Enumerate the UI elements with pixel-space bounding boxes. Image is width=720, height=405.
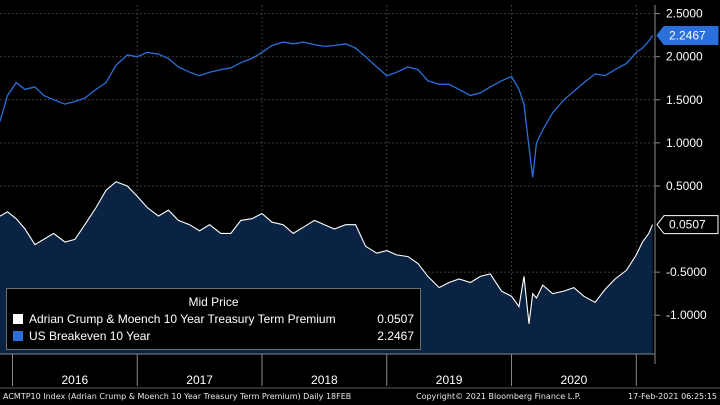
y-tick-label-6: -1.0000 <box>666 308 707 322</box>
x-tick-label-2016: 2016 <box>62 373 89 387</box>
footer-copyright: Copyright© 2021 Bloomberg Finance L.P. <box>416 392 581 401</box>
y-tick-label-1: 2.0000 <box>666 50 703 64</box>
legend-value-term-premium: 0.0507 <box>377 312 414 326</box>
legend-value-breakeven: 2.2467 <box>377 329 414 343</box>
term-premium-last-value-tag: 0.0507 <box>669 218 706 232</box>
y-tick-label-4: 0.5000 <box>666 179 703 193</box>
x-tick-label-2017: 2017 <box>186 373 213 387</box>
legend-title: Mid Price <box>188 295 239 309</box>
x-tick-label-2019: 2019 <box>436 373 463 387</box>
y-tick-label-2: 1.5000 <box>666 93 703 107</box>
legend-label-term-premium: Adrian Crump & Moench 10 Year Treasury T… <box>29 312 336 326</box>
footer-timestamp: 17-Feb-2021 06:25:15 <box>628 392 717 401</box>
legend-swatch-breakeven <box>13 331 23 341</box>
legend-label-breakeven: US Breakeven 10 Year <box>29 329 151 343</box>
term-premium-last-value-tag-bg <box>656 215 719 235</box>
legend-swatch-term-premium <box>13 314 23 324</box>
breakeven-last-value-tag-bg <box>656 25 719 45</box>
breakeven-line <box>0 35 654 178</box>
y-tick-label-3: 1.0000 <box>666 136 703 150</box>
footer-ticker: ACMTP10 Index (Adrian Crump & Moench 10 … <box>3 392 352 401</box>
footer: ACMTP10 Index (Adrian Crump & Moench 10 … <box>0 388 720 405</box>
legend-row-term-premium: Adrian Crump & Moench 10 Year Treasury T… <box>13 311 414 327</box>
legend-row-breakeven: US Breakeven 10 Year 2.2467 <box>13 328 414 344</box>
y-tick-label-0: 2.5000 <box>666 7 703 21</box>
legend-box: Mid Price Adrian Crump & Moench 10 Year … <box>6 288 421 350</box>
term-premium-line <box>0 181 654 324</box>
breakeven-last-value-tag: 2.2467 <box>669 28 706 42</box>
x-tick-label-2018: 2018 <box>311 373 338 387</box>
x-tick-label-2020: 2020 <box>561 373 588 387</box>
y-tick-label-5: -0.5000 <box>666 265 707 279</box>
